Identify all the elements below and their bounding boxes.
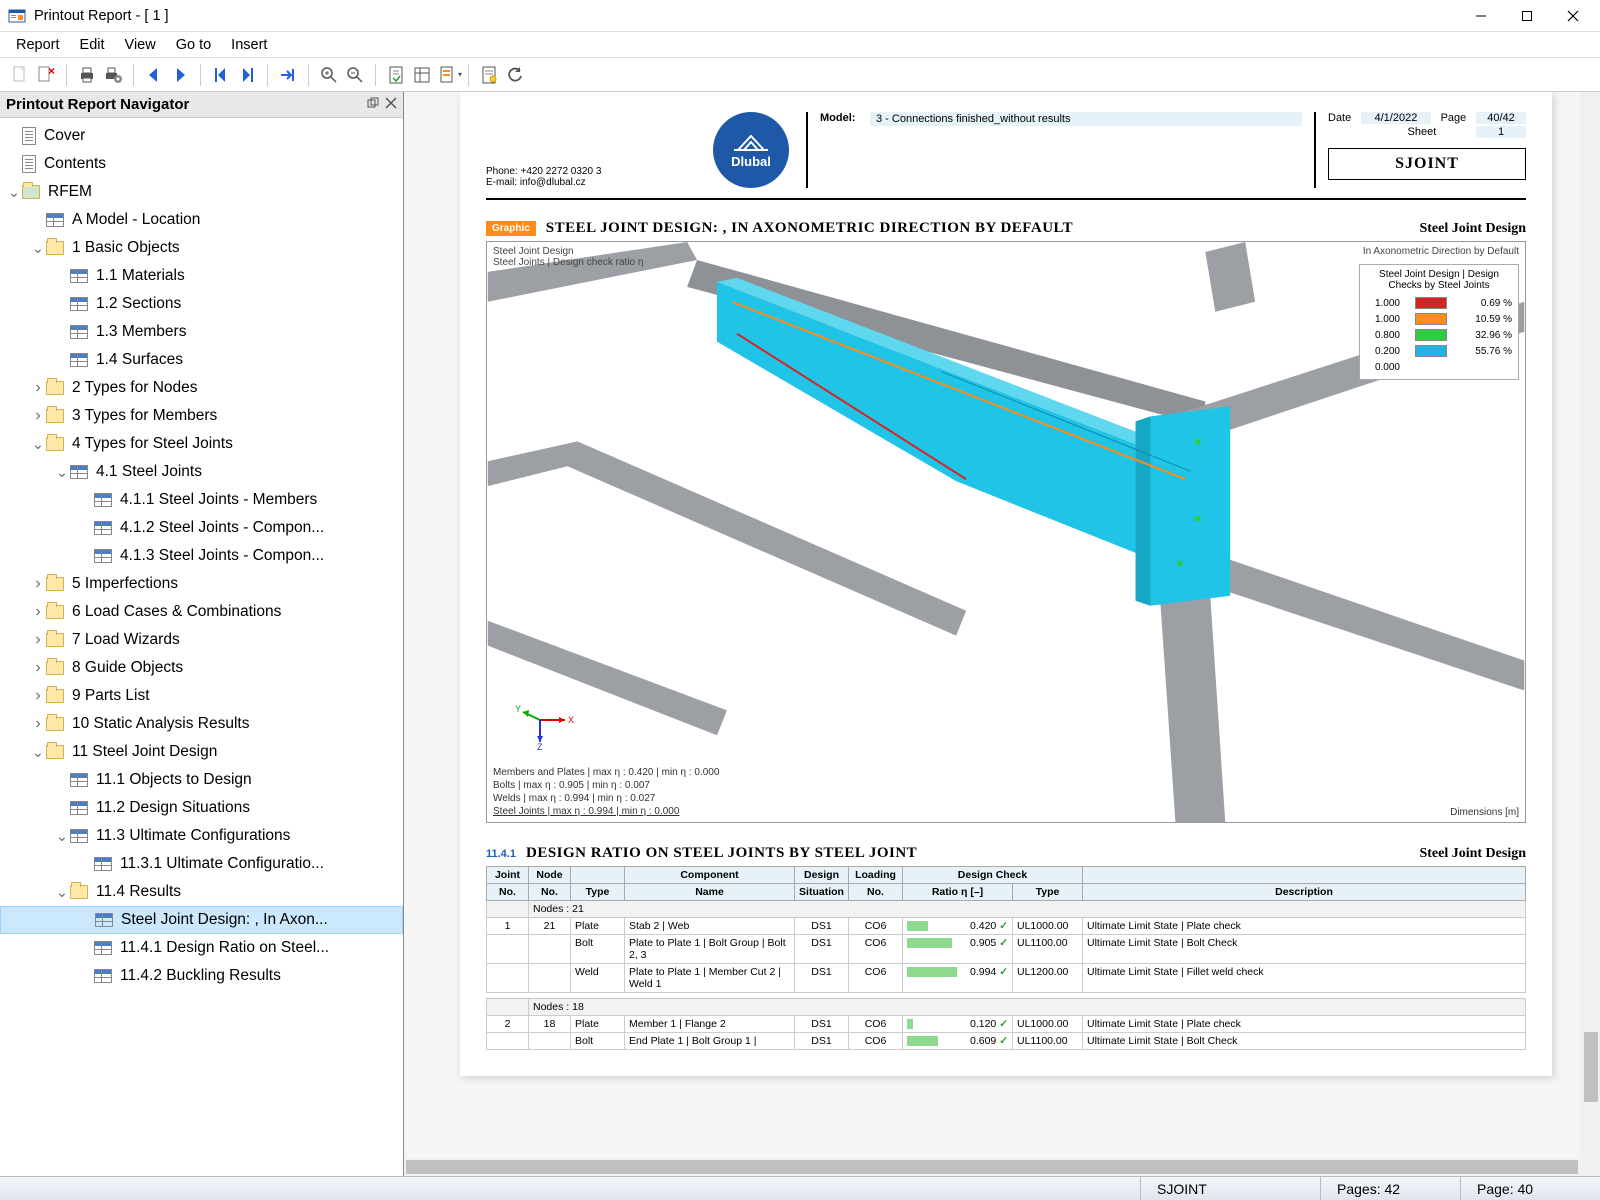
- tree-item[interactable]: ›7 Load Wizards: [0, 626, 403, 654]
- tree-item[interactable]: Contents: [0, 150, 403, 178]
- tree-item[interactable]: ›9 Parts List: [0, 682, 403, 710]
- tree-item[interactable]: 1.1 Materials: [0, 262, 403, 290]
- tree-item[interactable]: ⌄RFEM: [0, 178, 403, 206]
- section2-num: 11.4.1: [486, 848, 516, 860]
- rpt-model-label: Model:: [820, 112, 870, 126]
- tree-item[interactable]: ›3 Types for Members: [0, 402, 403, 430]
- status-page: Page: 40: [1460, 1177, 1600, 1200]
- tree-item[interactable]: 11.2 Design Situations: [0, 794, 403, 822]
- tree-item[interactable]: 11.3.1 Ultimate Configuratio...: [0, 850, 403, 878]
- tree-item[interactable]: Steel Joint Design: , In Axon...: [0, 906, 403, 934]
- maximize-button[interactable]: [1504, 1, 1550, 31]
- toolbar-doc-grey-icon[interactable]: [8, 63, 32, 87]
- close-button[interactable]: [1550, 1, 1596, 31]
- toolbar-page3-icon[interactable]: ▾: [436, 63, 460, 87]
- svg-text:×: ×: [48, 65, 55, 78]
- dlubal-logo: Dlubal: [713, 112, 789, 188]
- design-ratio-table: Joint Node Component Design Loading Desi…: [486, 866, 1526, 1056]
- close-panel-icon[interactable]: [385, 96, 397, 113]
- tree-item[interactable]: ›8 Guide Objects: [0, 654, 403, 682]
- tree-item[interactable]: 4.1.3 Steel Joints - Compon...: [0, 542, 403, 570]
- tree-item[interactable]: ›5 Imperfections: [0, 570, 403, 598]
- titlebar: Printout Report - [ 1 ]: [0, 0, 1600, 32]
- tree-item[interactable]: ›2 Types for Nodes: [0, 374, 403, 402]
- toolbar-doc-delete-icon[interactable]: ×: [34, 63, 58, 87]
- navigator-panel: Printout Report Navigator CoverContents⌄…: [0, 92, 404, 1176]
- report-viewport[interactable]: Phone: +420 2272 0320 3 E-mail: info@dlu…: [404, 92, 1600, 1176]
- axonometric-view: Steel Joint Design Steel Joints | Design…: [486, 241, 1526, 823]
- tree-item[interactable]: 11.4.2 Buckling Results: [0, 962, 403, 990]
- toolbar-page2-icon[interactable]: [410, 63, 434, 87]
- minimize-button[interactable]: [1458, 1, 1504, 31]
- tree-item[interactable]: ›10 Static Analysis Results: [0, 710, 403, 738]
- section1-title: STEEL JOINT DESIGN: , IN AXONOMETRIC DIR…: [546, 220, 1073, 237]
- tree-item[interactable]: A Model - Location: [0, 206, 403, 234]
- toolbar-first-icon[interactable]: [209, 63, 233, 87]
- toolbar-print-gear-icon[interactable]: [101, 63, 125, 87]
- tree-item[interactable]: ⌄11.3 Ultimate Configurations: [0, 822, 403, 850]
- svg-text:X: X: [568, 715, 574, 725]
- toolbar-page1-icon[interactable]: [384, 63, 408, 87]
- badge-graphic: Graphic: [486, 221, 536, 236]
- rpt-model-value: 3 - Connections finished_without results: [870, 112, 1302, 126]
- menubar: Report Edit View Go to Insert: [0, 32, 1600, 58]
- tree-item[interactable]: ⌄11 Steel Joint Design: [0, 738, 403, 766]
- svg-text:Y: Y: [515, 704, 521, 714]
- tree-item[interactable]: ›6 Load Cases & Combinations: [0, 598, 403, 626]
- toolbar-zoomout-icon[interactable]: [343, 63, 367, 87]
- rpt-phone: Phone: +420 2272 0320 3: [486, 166, 696, 177]
- tree-item[interactable]: 11.1 Objects to Design: [0, 766, 403, 794]
- statusbar: SJOINT Pages: 42 Page: 40: [0, 1176, 1600, 1200]
- horizontal-scrollbar[interactable]: [404, 1158, 1580, 1176]
- toolbar-prev-icon[interactable]: [142, 63, 166, 87]
- tree-item[interactable]: 1.3 Members: [0, 318, 403, 346]
- status-sjoint: SJOINT: [1140, 1177, 1320, 1200]
- window-title: Printout Report - [ 1 ]: [34, 8, 169, 24]
- toolbar: × ▾: [0, 58, 1600, 92]
- axis-gizmo: X Y Z: [515, 690, 575, 750]
- toolbar-last-icon[interactable]: [235, 63, 259, 87]
- toolbar-goto-icon[interactable]: [276, 63, 300, 87]
- tree-item[interactable]: 4.1.2 Steel Joints - Compon...: [0, 514, 403, 542]
- menu-view[interactable]: View: [115, 35, 166, 55]
- menu-insert[interactable]: Insert: [221, 35, 277, 55]
- tree-item[interactable]: 11.4.1 Design Ratio on Steel...: [0, 934, 403, 962]
- rpt-sjoint: SJOINT: [1328, 148, 1526, 180]
- tree-item[interactable]: ⌄11.4 Results: [0, 878, 403, 906]
- section2-title: DESIGN RATIO ON STEEL JOINTS BY STEEL JO…: [526, 845, 917, 862]
- tree-item[interactable]: 1.2 Sections: [0, 290, 403, 318]
- rpt-email: E-mail: info@dlubal.cz: [486, 177, 696, 188]
- toolbar-next-icon[interactable]: [168, 63, 192, 87]
- toolbar-print-icon[interactable]: [75, 63, 99, 87]
- tree-item[interactable]: 4.1.1 Steel Joints - Members: [0, 486, 403, 514]
- navigator-title: Printout Report Navigator: [6, 96, 189, 113]
- app-icon: [8, 7, 26, 25]
- view-legend: Steel Joint Design | Design Checks by St…: [1359, 264, 1519, 380]
- report-page: Phone: +420 2272 0320 3 E-mail: info@dlu…: [460, 92, 1552, 1076]
- tree-item[interactable]: ⌄1 Basic Objects: [0, 234, 403, 262]
- tree-item[interactable]: Cover: [0, 122, 403, 150]
- undock-icon[interactable]: [367, 96, 379, 113]
- vertical-scrollbar[interactable]: [1580, 92, 1600, 1176]
- section2-right: Steel Joint Design: [1419, 846, 1526, 862]
- status-pages: Pages: 42: [1320, 1177, 1460, 1200]
- menu-report[interactable]: Report: [6, 35, 70, 55]
- tree-item[interactable]: 1.4 Surfaces: [0, 346, 403, 374]
- toolbar-zoomin-icon[interactable]: [317, 63, 341, 87]
- menu-edit[interactable]: Edit: [70, 35, 115, 55]
- tree-item[interactable]: ⌄4.1 Steel Joints: [0, 458, 403, 486]
- svg-text:Z: Z: [537, 742, 543, 750]
- tree-item[interactable]: ⌄4 Types for Steel Joints: [0, 430, 403, 458]
- menu-goto[interactable]: Go to: [166, 35, 221, 55]
- toolbar-page4-icon[interactable]: [477, 63, 501, 87]
- section1-right: Steel Joint Design: [1419, 221, 1526, 237]
- navigator-tree[interactable]: CoverContents⌄RFEMA Model - Location⌄1 B…: [0, 118, 403, 1176]
- toolbar-refresh-icon[interactable]: [503, 63, 527, 87]
